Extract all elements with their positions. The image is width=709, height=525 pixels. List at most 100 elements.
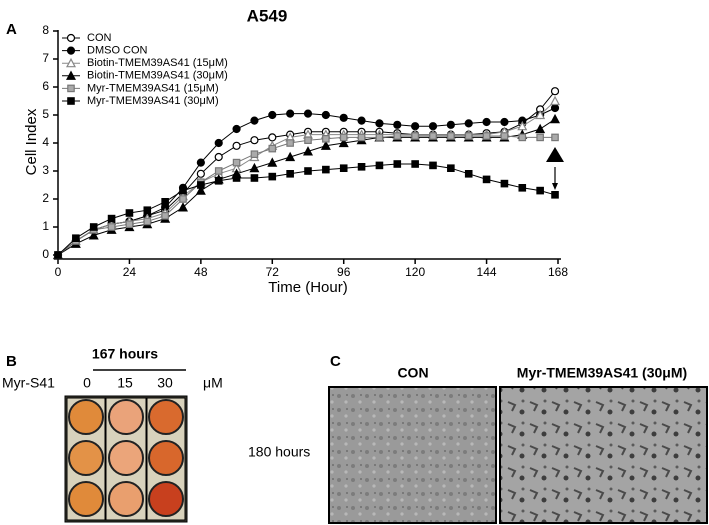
marker [250, 136, 259, 145]
marker [89, 223, 98, 231]
marker [550, 87, 560, 96]
x-tick-label: 72 [266, 265, 280, 279]
marker [536, 186, 544, 195]
y-tick-label: 7 [42, 51, 49, 65]
marker [482, 132, 491, 140]
x-tick-label: 168 [548, 265, 568, 279]
marker [411, 122, 420, 131]
panel-label: C [330, 353, 341, 370]
marker [339, 133, 348, 142]
marker [482, 175, 491, 184]
x-tick-label: 0 [55, 265, 62, 279]
marker [250, 150, 259, 159]
marker [320, 140, 331, 150]
marker [447, 132, 455, 140]
marker [429, 132, 437, 140]
plate-title: 167 hours [92, 346, 158, 362]
marker [482, 117, 491, 127]
marker [393, 120, 402, 129]
y-tick-label: 8 [42, 23, 49, 37]
panel-label: B [6, 353, 17, 370]
legend-label: Biotin-TMEM39AS41 (15μM) [87, 57, 228, 69]
marker [464, 132, 473, 140]
row-label: 180 hours [248, 444, 310, 460]
legend-marker [66, 70, 76, 80]
marker [178, 202, 188, 212]
x-tick-label: 48 [194, 265, 208, 279]
marker [143, 206, 152, 215]
marker [500, 179, 509, 188]
legend-marker [66, 33, 76, 43]
arrowhead-marker [546, 147, 564, 162]
legend-label: Myr-TMEM39AS41 (15μM) [87, 82, 219, 94]
y-tick-label: 0 [42, 247, 49, 261]
marker [393, 160, 402, 168]
marker [375, 161, 384, 170]
marker [339, 113, 348, 122]
marker [428, 122, 438, 131]
marker [214, 167, 223, 175]
marker [72, 234, 80, 243]
marker [550, 95, 561, 106]
marker [268, 133, 277, 142]
marker [550, 103, 560, 113]
column-label: 0 [83, 375, 91, 391]
marker [195, 185, 206, 195]
marker [267, 157, 278, 167]
legend-label: Biotin-TMEM39AS41 (30μM) [87, 70, 228, 82]
marker [500, 117, 509, 127]
marker [250, 116, 259, 125]
marker [107, 214, 116, 223]
marker [518, 133, 527, 142]
x-tick-label: 24 [123, 265, 137, 279]
marker [446, 120, 455, 129]
y-tick-label: 5 [42, 107, 49, 121]
marker [232, 141, 241, 150]
marker [357, 116, 366, 125]
marker [322, 135, 330, 143]
marker [535, 123, 546, 134]
unit-label: μM [203, 375, 223, 391]
marker [179, 195, 187, 203]
marker [304, 167, 312, 175]
marker [411, 132, 419, 140]
marker [268, 172, 277, 181]
marker [54, 251, 62, 259]
marker [411, 160, 419, 168]
marker [286, 139, 294, 147]
marker [338, 137, 349, 148]
marker [429, 161, 437, 170]
legend-label: DMSO CON [87, 45, 148, 57]
y-tick-label: 2 [42, 191, 49, 205]
marker [303, 109, 313, 118]
marker [88, 230, 99, 240]
column-label: 30 [157, 375, 173, 391]
marker [214, 177, 223, 185]
panel-label: A [6, 21, 17, 38]
legend-marker [67, 97, 75, 105]
marker [196, 169, 205, 178]
micrograph [328, 386, 497, 524]
legend-marker [66, 57, 76, 68]
row-label: Myr-S41 [2, 375, 55, 391]
y-tick-label: 3 [42, 163, 49, 177]
column-label: CON [397, 365, 428, 381]
column-label: Myr-TMEM39AS41 (30μM) [517, 365, 687, 381]
column-label: 15 [117, 375, 133, 391]
legend-marker [66, 46, 76, 55]
x-tick-label: 144 [477, 265, 497, 279]
marker [214, 138, 223, 148]
marker [214, 152, 223, 162]
marker [550, 113, 561, 124]
marker [357, 133, 366, 142]
x-tick-label: 120 [405, 265, 425, 279]
micrograph [499, 386, 708, 524]
marker [375, 133, 384, 142]
plate-image [64, 395, 188, 523]
marker [518, 184, 527, 192]
y-tick-label: 4 [42, 135, 49, 149]
marker [268, 110, 277, 120]
marker [107, 223, 116, 231]
x-axis-label: Time (Hour) [268, 279, 347, 296]
marker [250, 174, 259, 182]
